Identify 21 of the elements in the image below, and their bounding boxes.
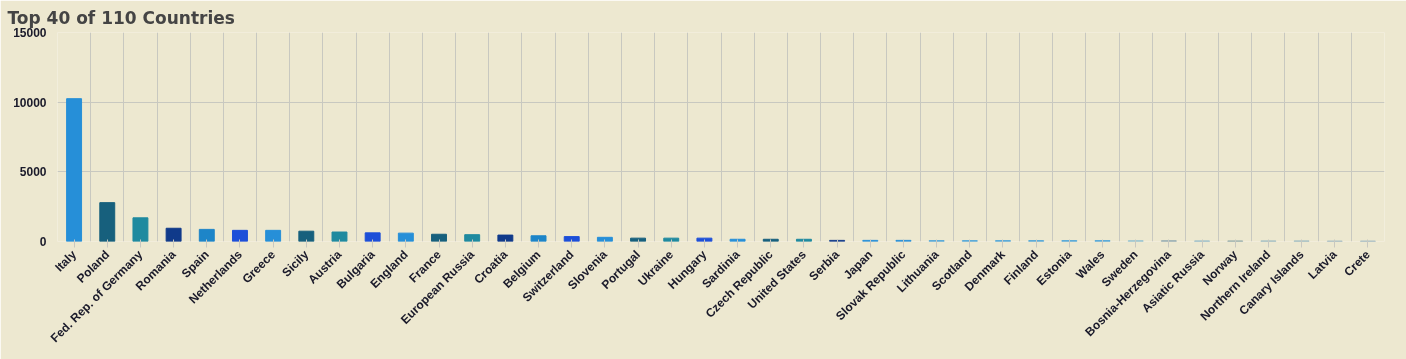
bar — [464, 234, 481, 242]
bar — [563, 236, 580, 242]
bar — [431, 233, 447, 242]
bar — [66, 98, 83, 242]
bar — [298, 230, 315, 242]
bar — [397, 232, 414, 242]
chart-title: Top 40 of 110 Countries — [7, 7, 235, 28]
bar — [331, 231, 348, 242]
y-tick-label: 5000 — [19, 165, 47, 180]
bar — [232, 229, 248, 242]
bar — [165, 227, 182, 242]
bar — [530, 235, 547, 242]
y-tick-label: 0 — [39, 235, 47, 249]
bar — [198, 228, 215, 242]
bar — [497, 234, 514, 242]
bar — [364, 232, 381, 242]
y-tick-label: 15000 — [13, 26, 47, 40]
bar — [99, 202, 116, 242]
y-tick-label: 10000 — [13, 95, 47, 110]
bar — [265, 229, 282, 242]
bar — [132, 217, 149, 242]
